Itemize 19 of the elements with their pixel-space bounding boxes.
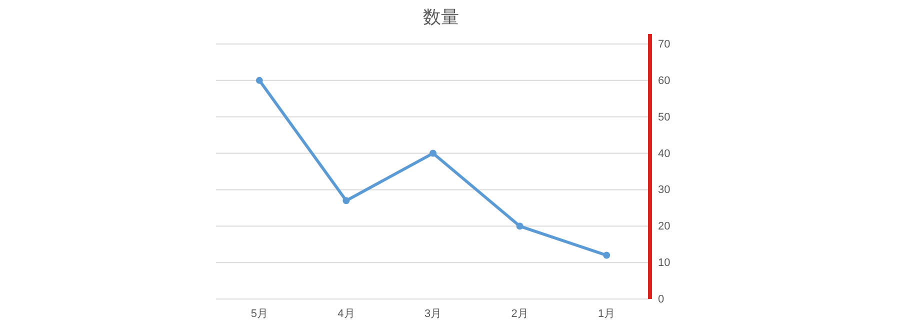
chart-title: 数量 <box>423 7 459 27</box>
point <box>342 197 350 204</box>
y-tick-label: 10 <box>658 257 670 270</box>
x-tick-label: 4月 <box>338 308 355 320</box>
point <box>603 252 610 259</box>
y-tick-label: 60 <box>658 74 670 87</box>
y-tick-label: 40 <box>658 148 670 160</box>
point <box>430 150 436 157</box>
x-tick-label: 2月 <box>511 308 528 320</box>
x-tick-label: 5月 <box>250 308 268 320</box>
x-tick-label: 1月 <box>598 308 616 320</box>
y-tick-label: 20 <box>658 220 670 233</box>
y-tick-label: 50 <box>658 111 670 124</box>
y-tick-label: 70 <box>658 38 670 51</box>
x-tick-label: 3月 <box>424 308 442 320</box>
point <box>516 222 524 230</box>
point <box>256 76 263 84</box>
y-tick-label: 30 <box>658 184 670 196</box>
y-tick-label: 0 <box>658 294 664 306</box>
